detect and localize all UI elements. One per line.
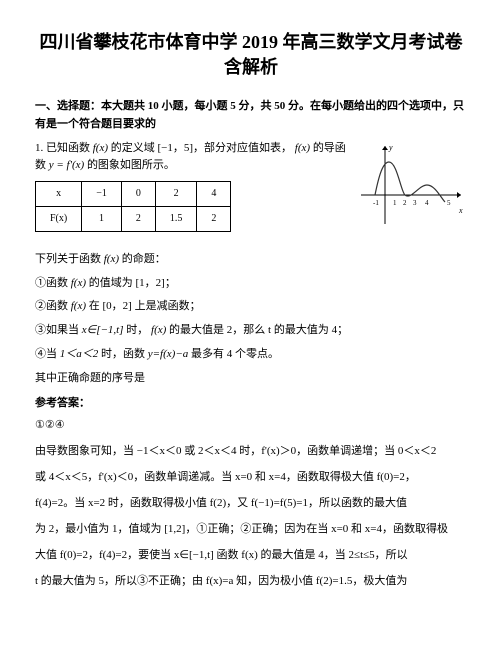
svg-text:3: 3: [413, 199, 417, 207]
table-head: 4: [197, 181, 231, 206]
explanation-l5: 大值 f(0)=2，f(4)=2，要使当 x∈[−1,t] 函数 f(x) 的最…: [35, 544, 467, 566]
page-title-line1: 四川省攀枝花市体育中学 2019 年高三数学文月考试卷: [40, 32, 463, 52]
fx-symbol: f(x): [71, 300, 86, 312]
explanation-l6: t 的最大值为 5，所以③不正确；由 f(x)=a 知，因为极小值 f(2)=1…: [35, 570, 467, 592]
table-row-label: F(x): [36, 206, 82, 231]
prop4-c: 最多有 4 个零点。: [191, 348, 279, 360]
q1-text-b: 的定义域 [−1，5]，部分对应值如表，: [111, 142, 292, 154]
prop4-a: ④当: [35, 348, 57, 360]
prop3-a: ③如果当: [35, 324, 79, 336]
prop-intro-a: 下列关于函数: [35, 253, 101, 265]
explanation-l4: 为 2，最小值为 1，值域为 [1,2]，①正确；②正确；因为在当 x=0 和 …: [35, 518, 467, 540]
yfx-minus-a: y=f(x)−a: [148, 348, 189, 360]
table-head: −1: [82, 181, 122, 206]
fx-symbol: f(x): [151, 324, 166, 336]
table-cell: 1: [82, 206, 122, 231]
table-cell: 1.5: [155, 206, 197, 231]
table-header-row: x −1 0 2 4: [36, 181, 231, 206]
q1-text-d: 的图象如图所示。: [87, 159, 175, 171]
svg-text:4: 4: [425, 199, 429, 207]
prop1-b: 的值域为 [1，2]；: [89, 277, 176, 289]
svg-text:x: x: [458, 206, 463, 215]
svg-text:y: y: [388, 143, 393, 152]
value-table: x −1 0 2 4 F(x) 1 2 1.5 2: [35, 181, 231, 232]
table-cell: 2: [197, 206, 231, 231]
table-head: 2: [155, 181, 197, 206]
prop2-a: ②函数: [35, 300, 68, 312]
table-data-row: F(x) 1 2 1.5 2: [36, 206, 231, 231]
prop-intro-b: 的命题：: [122, 253, 166, 265]
fx-symbol: f(x): [104, 253, 119, 265]
fx-symbol: f(x): [71, 277, 86, 289]
svg-text:2: 2: [403, 199, 407, 207]
svg-text:1: 1: [393, 199, 397, 207]
svg-text:-1: -1: [373, 199, 379, 207]
answer-label: 参考答案：: [35, 395, 467, 413]
answer-value: ①②④: [35, 416, 467, 436]
section-heading: 一、选择题：本大题共 10 小题，每小题 5 分，共 50 分。在每小题给出的四…: [35, 98, 467, 133]
table-head: 0: [121, 181, 155, 206]
fx-symbol: f(x): [295, 142, 310, 154]
explanation-l3: f(4)=2。当 x=2 时，函数取得极小值 f(2)，又 f(−1)=f(5)…: [35, 492, 467, 514]
x-in-range: x∈[−1,t]: [82, 324, 124, 336]
page-title-line2: 含解析: [224, 57, 278, 77]
prop1-a: ①函数: [35, 277, 68, 289]
explanation-l1: 由导数图象可知，当 −1＜x＜0 或 2＜x＜4 时，f'(x)＞0，函数单调递…: [35, 440, 467, 462]
derivative-chart: y -1 1234 5x: [357, 140, 467, 230]
q1-text-a: 1. 已知函数: [35, 142, 90, 154]
prop3-c: 的最大值是 2，那么 t 的最大值为 4；: [169, 324, 348, 336]
fpx-symbol: y = f'(x): [49, 159, 84, 171]
svg-text:5: 5: [447, 199, 451, 207]
prop2-b: 在 [0，2] 上是减函数；: [89, 300, 201, 312]
prop-tail: 其中正确命题的序号是: [35, 369, 467, 389]
a-range: 1＜a＜2: [60, 348, 99, 360]
fx-symbol: f(x): [93, 142, 108, 154]
table-head-x: x: [36, 181, 82, 206]
prop3-b: 时，: [126, 324, 148, 336]
explanation-l2: 或 4＜x＜5，f'(x)＜0，函数单调递减。当 x=0 和 x=4，函数取得极…: [35, 466, 467, 488]
table-cell: 2: [121, 206, 155, 231]
prop4-b: 时，函数: [101, 348, 145, 360]
